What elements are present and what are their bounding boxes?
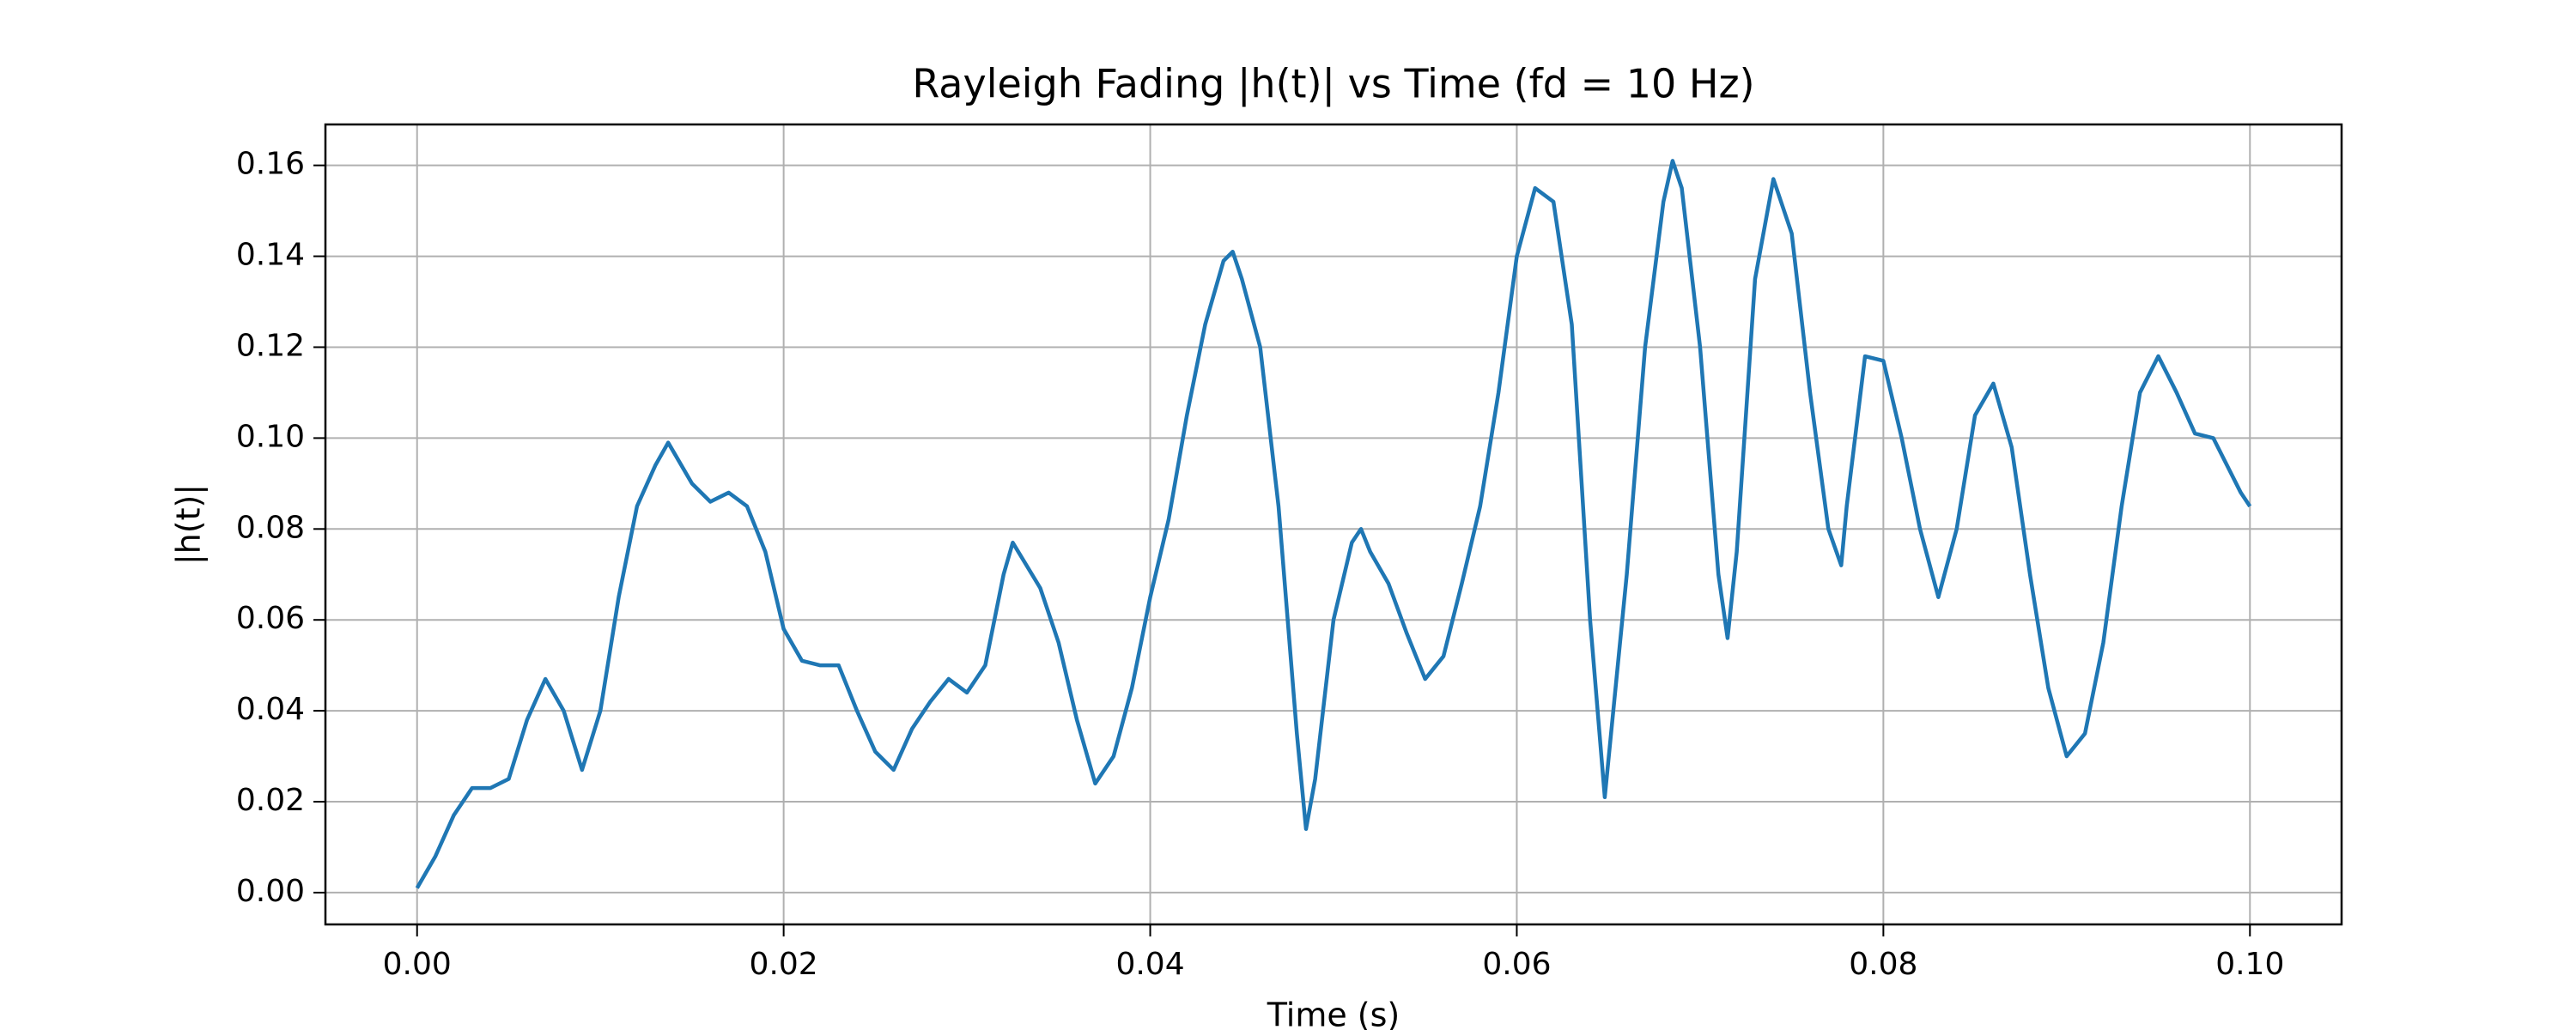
data-line bbox=[415, 159, 2252, 889]
y-tick-label: 0.10 bbox=[236, 419, 305, 454]
chart-title: Rayleigh Fading |h(t)| vs Time (fd = 10 … bbox=[912, 61, 1754, 108]
x-tick-label: 0.02 bbox=[750, 947, 818, 982]
y-tick-label: 0.06 bbox=[236, 601, 305, 636]
x-tick-label: 0.08 bbox=[1849, 947, 1917, 982]
y-tick-label: 0.14 bbox=[236, 238, 305, 273]
y-tick-label: 0.00 bbox=[236, 874, 305, 909]
y-tick-label: 0.08 bbox=[236, 510, 305, 545]
y-tick-label: 0.12 bbox=[236, 328, 305, 363]
y-tick-label: 0.04 bbox=[236, 692, 305, 727]
x-tick-label: 0.10 bbox=[2215, 947, 2284, 982]
y-tick-label: 0.16 bbox=[236, 147, 305, 182]
plot-frame bbox=[324, 123, 2343, 926]
x-tick-label: 0.04 bbox=[1115, 947, 1184, 982]
y-axis-label: |h(t)| bbox=[170, 484, 209, 565]
x-tick-label: 0.00 bbox=[383, 947, 452, 982]
x-axis-label: Time (s) bbox=[1267, 997, 1400, 1030]
x-tick-label: 0.06 bbox=[1482, 947, 1551, 982]
y-tick-label: 0.02 bbox=[236, 783, 305, 818]
